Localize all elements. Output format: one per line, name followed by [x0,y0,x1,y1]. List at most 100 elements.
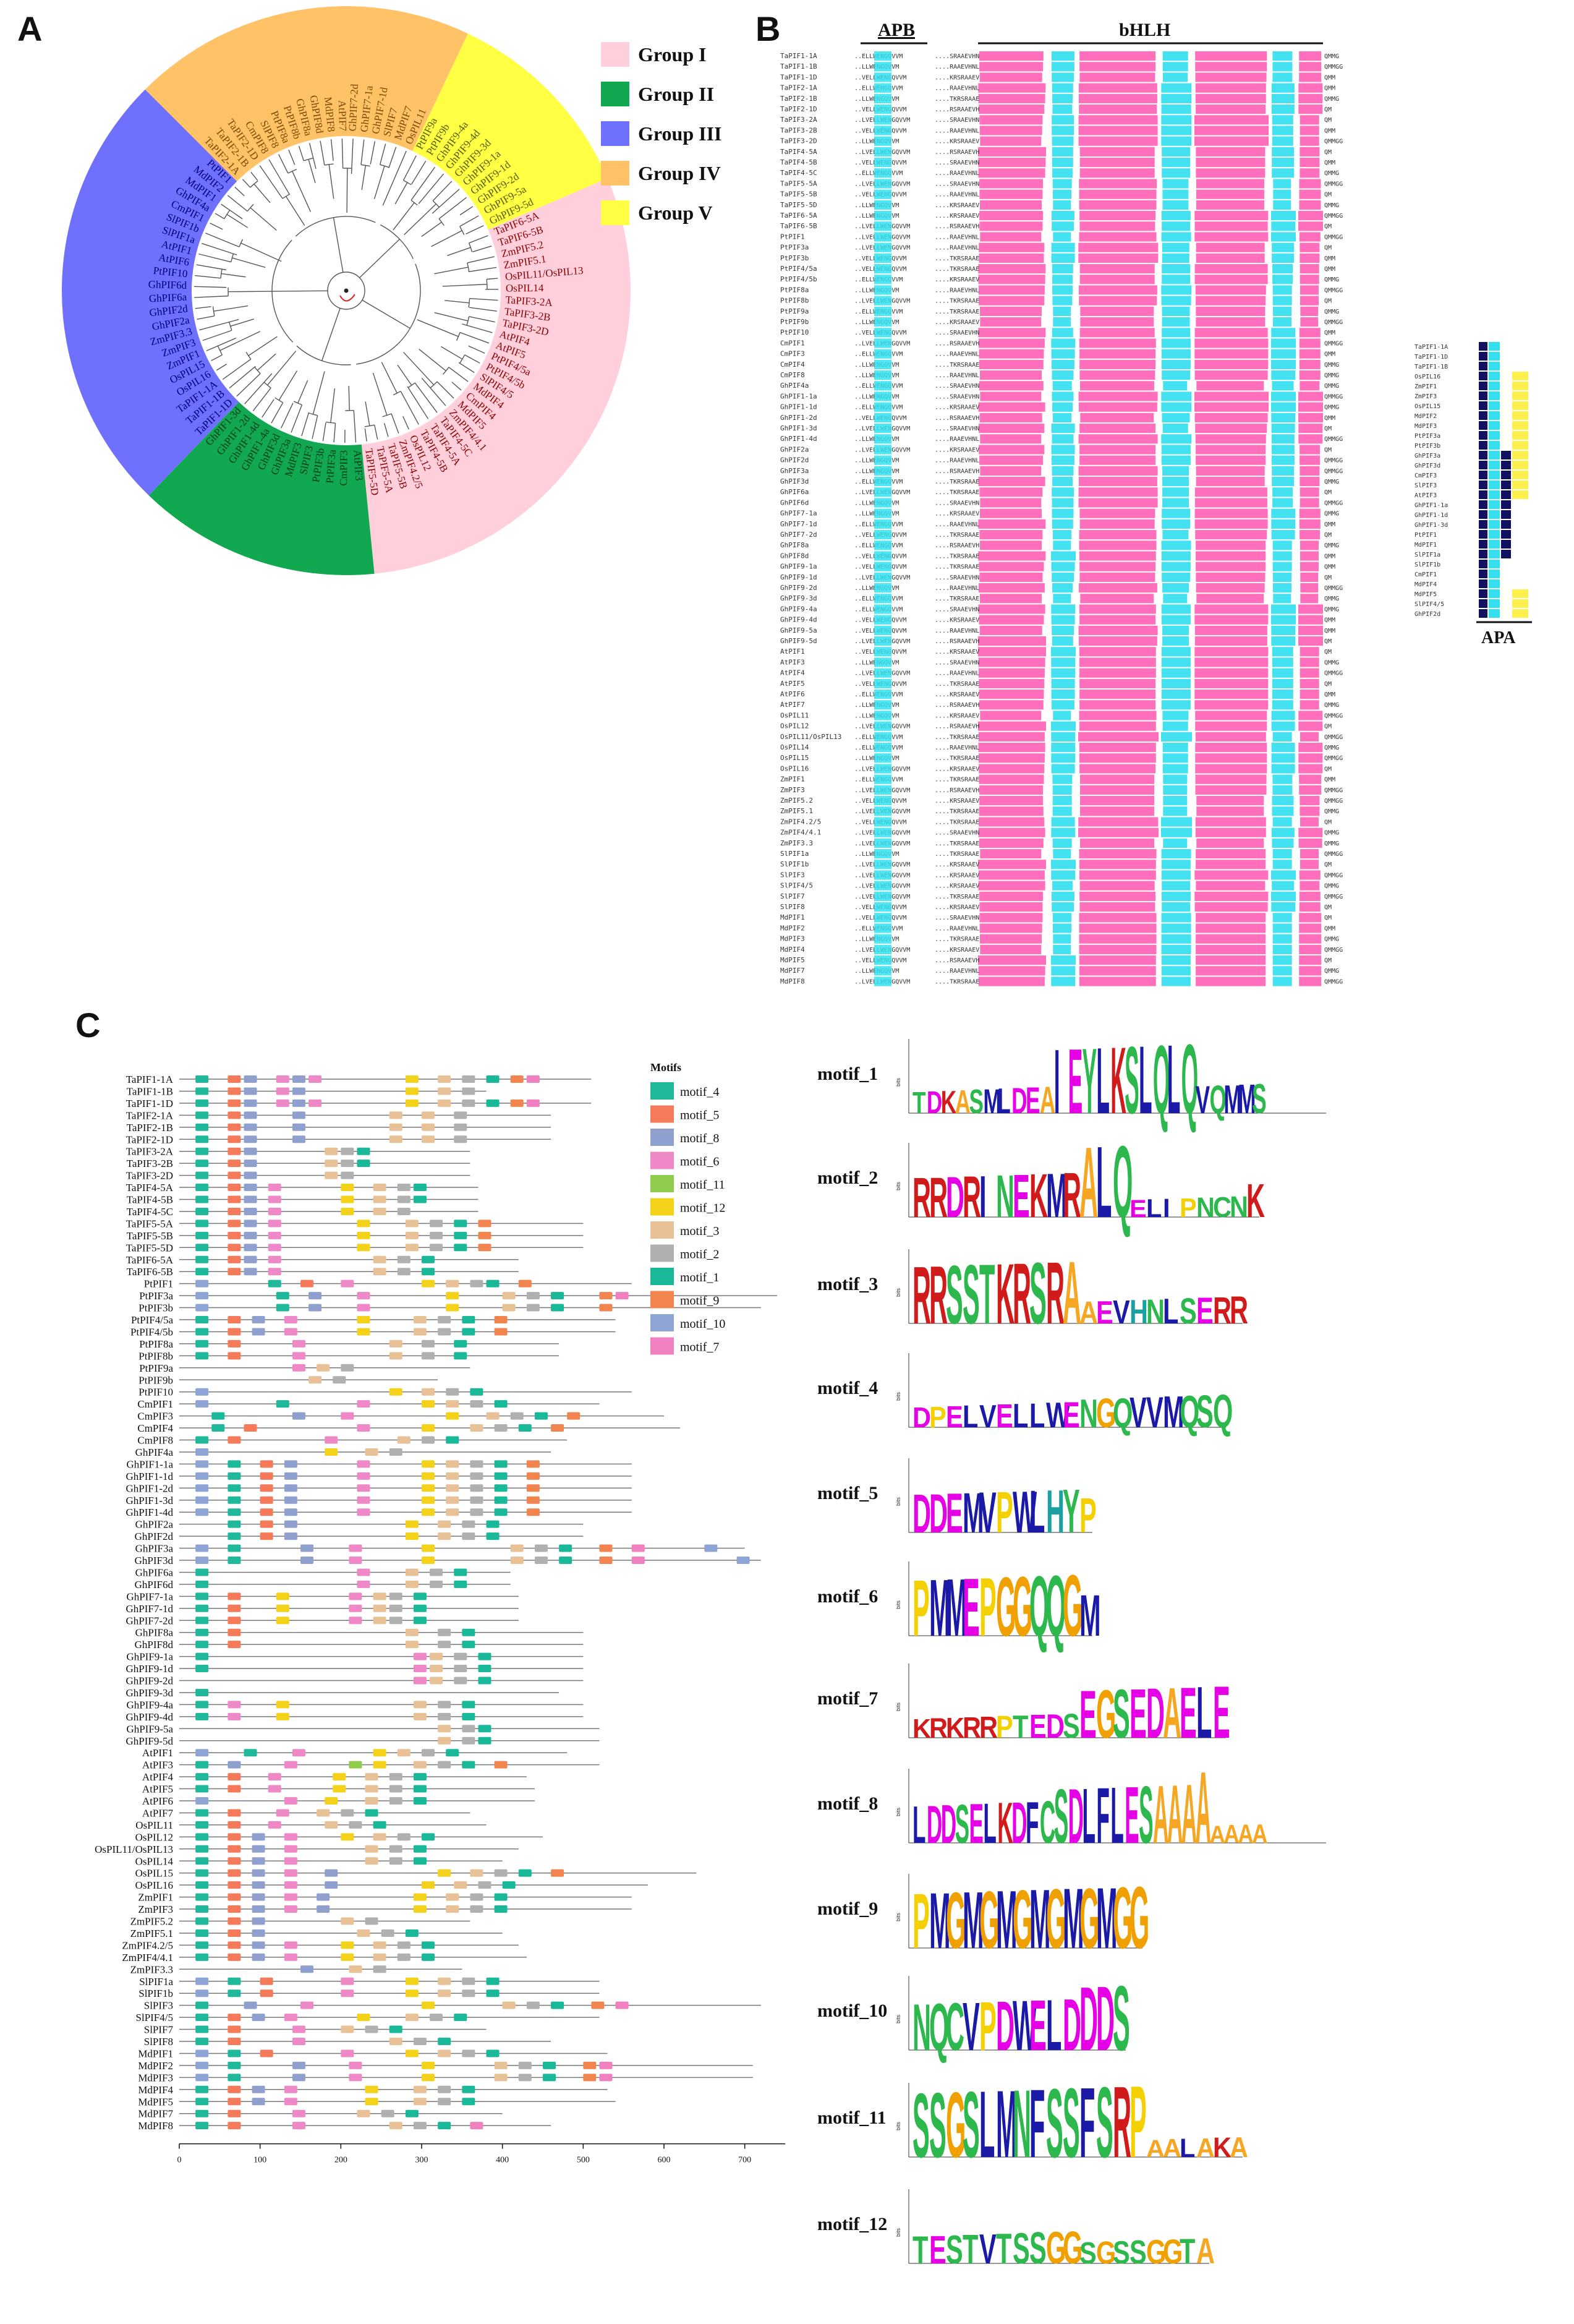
motif-box-motif_8 [252,1905,265,1913]
motif-box-motif_12 [357,1231,370,1239]
apa-block-navy [1479,500,1487,509]
alignment-seq-text: ....RAAEVHNL [935,127,979,134]
alignment-block [1300,849,1319,859]
tree-branch [206,338,237,351]
alignment-block [1272,700,1293,710]
motif-box-motif_6 [268,1207,281,1215]
tree-branch [285,196,305,226]
apa-block-navy [1479,589,1487,598]
logo-letter: E [996,1398,1013,1435]
apa-block-yellow [1512,401,1528,410]
alignment-apb-block [874,955,891,965]
motif-protein-label: OsPIL14 [135,1855,174,1867]
alignment-row-name: PtPIF4/5b [780,275,817,283]
alignment-seq-text: ....KRSRAAEV [935,872,979,879]
motif-protein-label: PtPIF4/5b [130,1326,173,1338]
alignment-apb-block [874,412,891,422]
alignment-block [978,827,1045,837]
alignment-gap [934,796,977,806]
alignment-block [1051,678,1075,688]
motif-box-motif_8 [308,1292,322,1300]
tree-branch [402,416,409,430]
alignment-block [978,519,1046,529]
alignment-apb-block [874,753,891,763]
tree-branch [459,331,490,344]
alignment-gap [934,838,977,848]
motif-box-motif_1 [365,1809,378,1817]
motif-box-motif_4 [195,1436,209,1444]
logo-letter: Q [1113,1124,1133,1239]
motif-box-motif_3 [438,1532,451,1540]
tree-branch [403,352,435,385]
logo-letter: V [979,1398,997,1434]
alignment-apb-block [874,200,891,210]
alignment-block [979,445,1045,455]
alignment-block [1162,221,1191,231]
alignment-block [1271,338,1296,348]
logo-letter: T [912,1086,925,1120]
alignment-block [1079,849,1157,859]
alignment-apb-block [874,211,891,221]
alignment-block [1162,51,1188,61]
alignment-apb-block [874,115,891,125]
motif-protein-label: OsPIL11/OsPIL13 [95,1843,173,1855]
logo-letter: D [927,1795,942,1855]
alignment-block [978,158,1046,168]
alignment-tail-text: QMMGG [1324,181,1343,187]
alignment-seq-text: ....SRAAEVHN [935,117,979,124]
alignment-seq-text: ....TKRSRAAE [935,532,979,539]
logo-letter: F [1026,1790,1039,1856]
alignment-tail-text: QMMGG [1324,64,1343,70]
alignment-block [1299,508,1321,518]
alignment-gap [934,466,977,476]
motif-protein-label: GhPIF8a [135,1627,174,1639]
motif-box-motif_3 [373,1207,386,1215]
motif-box-motif_2 [389,1448,402,1456]
logo-letter: M [946,1561,968,1653]
apa-block-navy [1479,461,1487,469]
motif-protein-label: PtPIF8a [139,1338,173,1350]
alignment-block [1161,690,1191,699]
motif-box-motif_4 [195,1184,209,1192]
motif-box-motif_2 [430,2014,443,2022]
logo-letter: E [1196,1289,1214,1331]
motif-box-motif_5 [228,1436,241,1444]
alignment-block [1162,466,1189,476]
tree-branch [278,154,289,174]
alignment-block [1078,466,1158,476]
alignment-block [1300,168,1320,178]
motif-box-motif_1 [470,1388,483,1396]
alignment-apb-block [874,721,891,731]
motif-box-motif_8 [292,1075,305,1083]
logo-letter: M [996,1874,1018,1966]
alignment-block [1271,891,1296,901]
alignment-apb-block [874,105,891,114]
alignment-seq-text: ....KRSRAAEV [935,139,979,145]
motif-protein-label: ZmPIF5.2 [130,1916,173,1928]
alignment-gap [934,306,977,316]
motif-box-motif_3 [325,1160,338,1168]
motif-box-motif_2 [534,1557,548,1564]
tree-branch [257,353,276,371]
motif-box-motif_6 [341,1977,354,1985]
alignment-block [1051,976,1076,986]
alignment-row-name: MdPIF8 [780,977,805,985]
motif-box-motif_9 [478,1220,491,1228]
alignment-tail-text: QM [1324,915,1332,921]
logo-y-axis-label: bits [895,2122,901,2131]
alignment-block [1162,62,1188,72]
motif-box-motif_1 [454,1568,467,1576]
motif-box-motif_1 [478,1665,491,1673]
motif-legend-swatch [650,1129,674,1146]
alignment-block [1078,477,1157,487]
alignment-block [979,700,1044,710]
motif-box-motif_3 [405,1568,419,1576]
apa-block-cyan [1489,560,1500,568]
alignment-apb-block [874,838,891,848]
alignment-block [1194,636,1267,646]
alignment-tail-text: QMMG [1324,808,1339,815]
apa-block-navy [1479,490,1487,499]
alignment-row-name: TaPIF2-1A [780,84,817,92]
motif-box-motif_8 [292,2061,305,2069]
motif-box-motif_6 [325,1436,338,1444]
